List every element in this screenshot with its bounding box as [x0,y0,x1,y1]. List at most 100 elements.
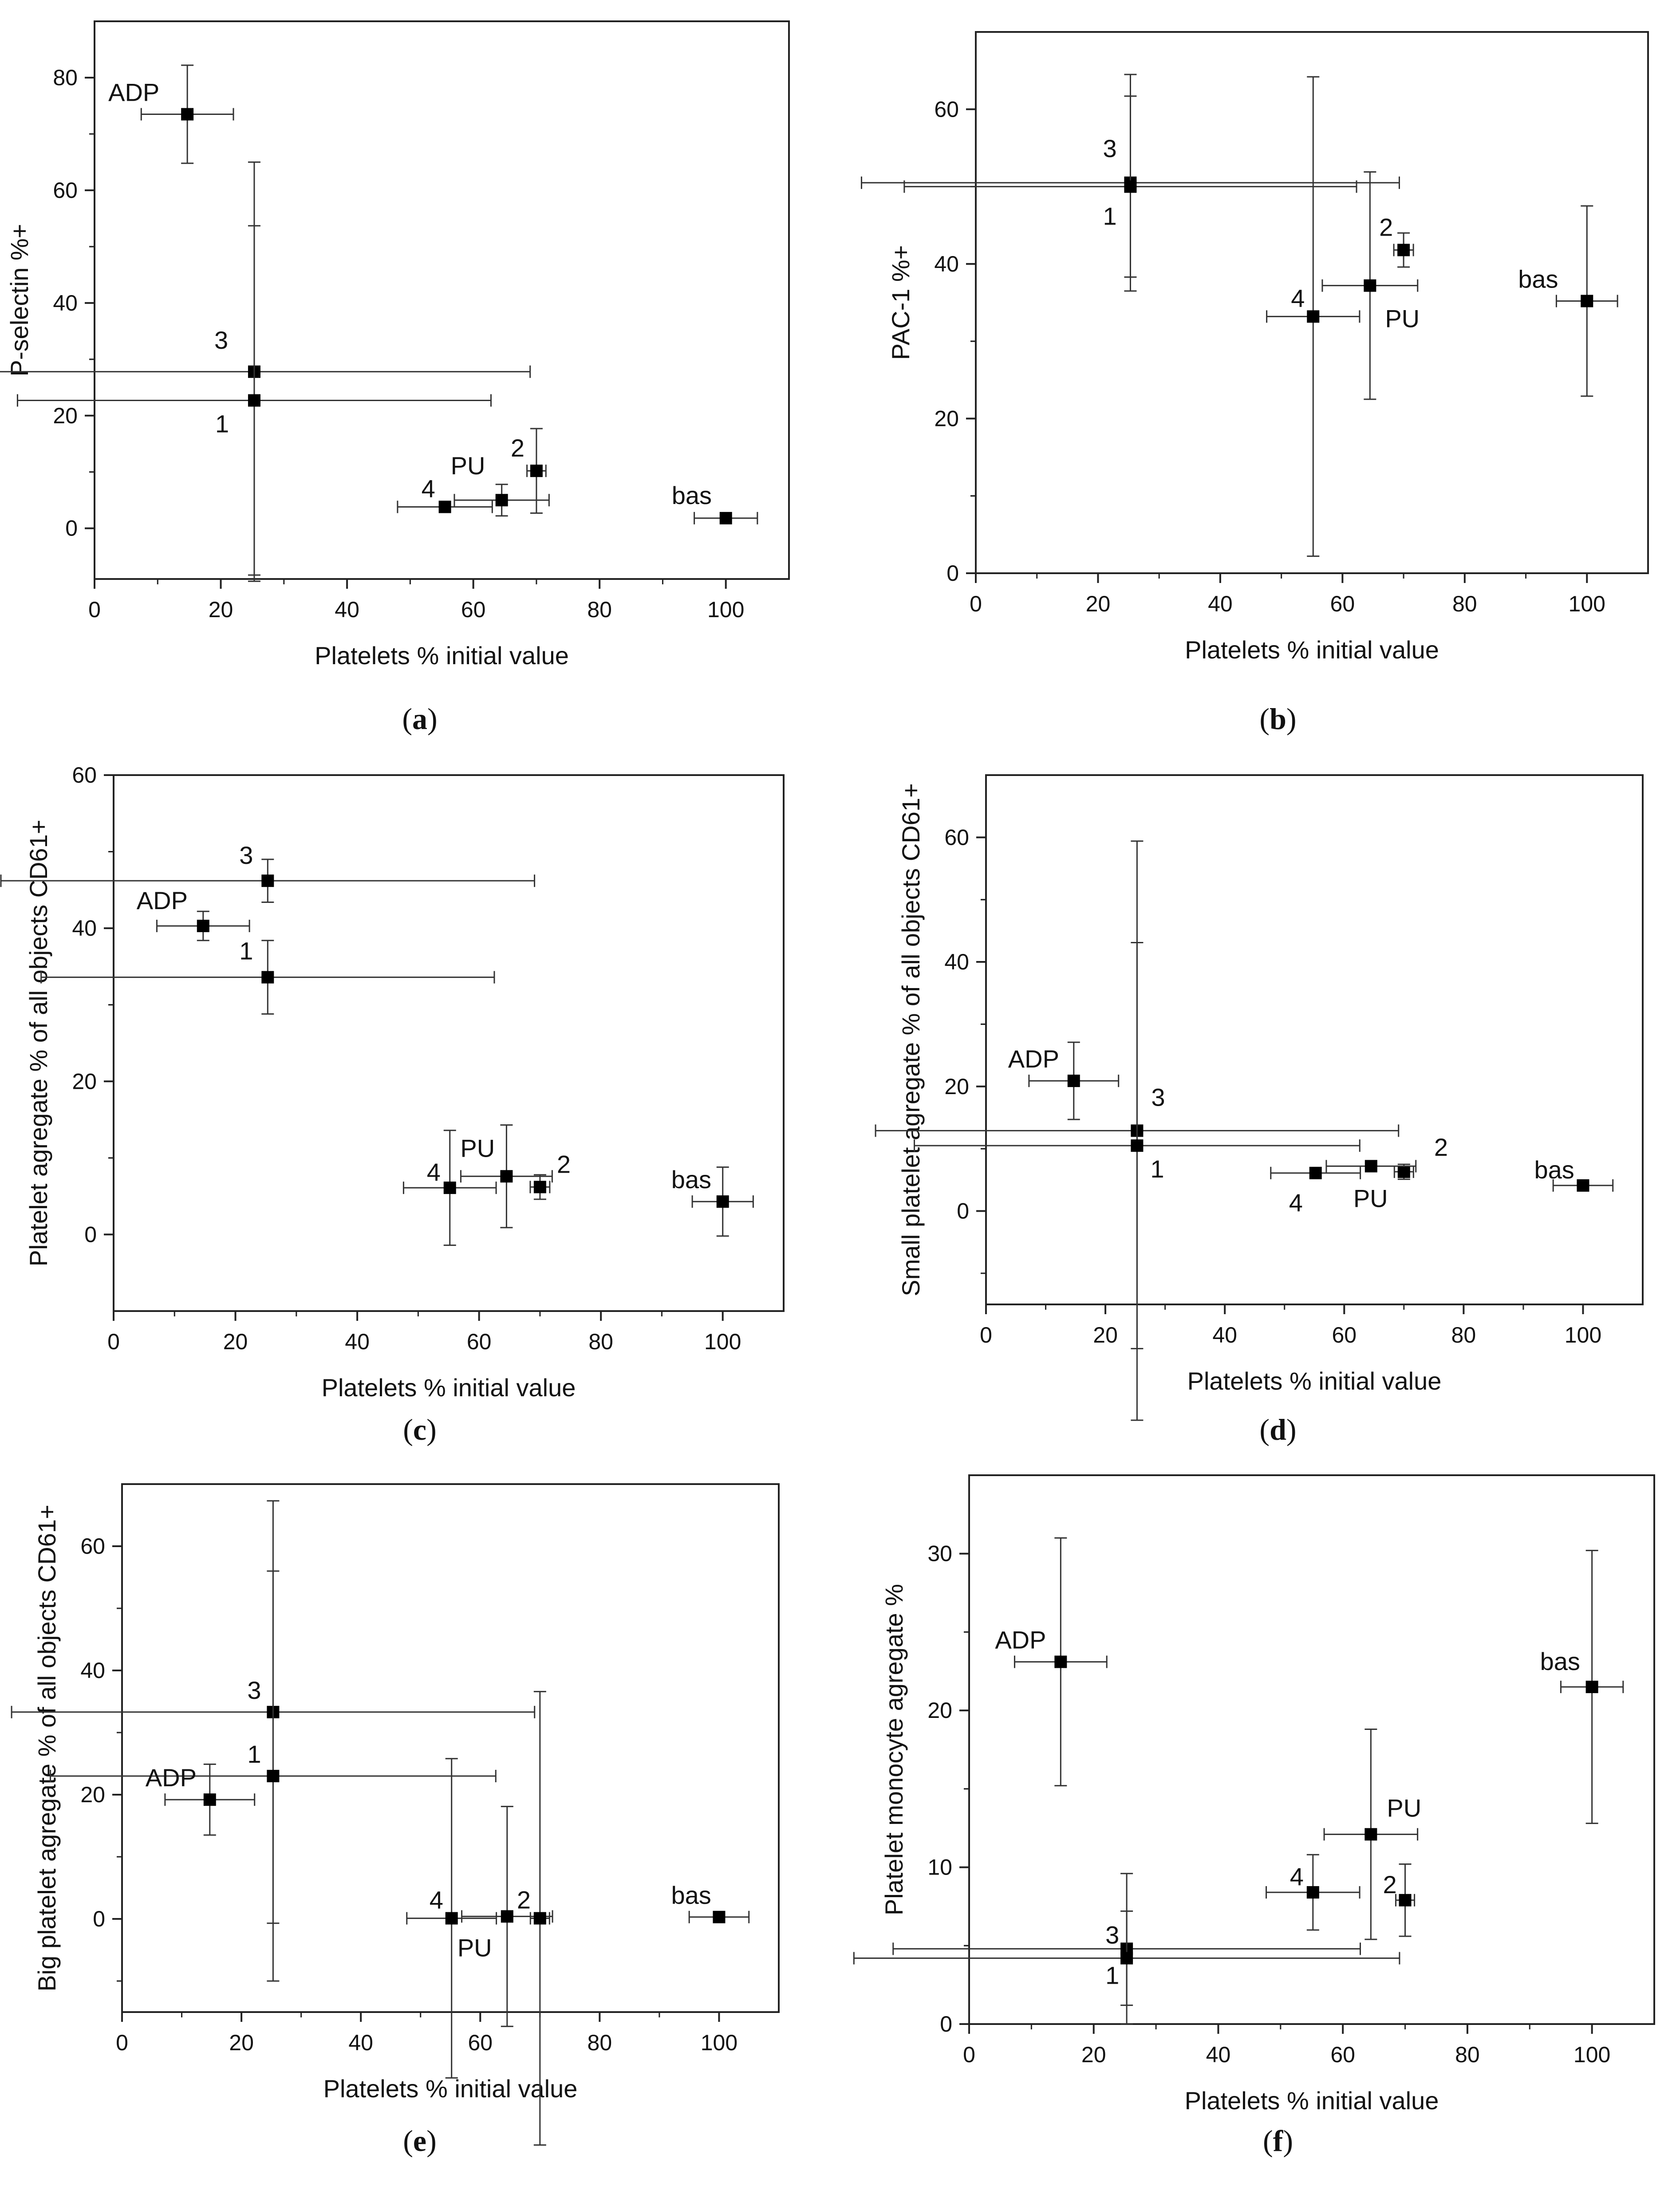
data-point-adp: ADP [137,886,250,941]
x-tick-label: 60 [1332,1323,1357,1347]
point-marker [533,1181,546,1193]
data-point-bas: bas [671,1881,750,1923]
x-tick-label: 80 [587,597,612,622]
point-label: ADP [137,886,188,914]
chart-panel-d: 0 20 40 60 80 100 0 20 40 60 Platelets % initial v… [875,774,1644,1446]
y-tick-label: 40 [944,949,969,974]
point-marker [495,494,508,507]
y-tick-label: 20 [72,1069,97,1094]
y-axis-title: PAC-1 %+ [887,245,915,360]
point-label: PU [1387,1794,1421,1822]
point-label: bas [1518,265,1558,293]
x-axis-title: Platelets % initial value [322,1374,576,1402]
point-marker [1585,1681,1598,1694]
point-marker [248,394,260,407]
x-tick-label: 100 [704,1329,741,1354]
y-tick-label: 0 [957,1198,969,1223]
plot-frame [121,1483,780,2013]
point-label: 4 [430,1886,443,1914]
chart-panel-c: 0 20 40 60 80 100 0 20 40 60 Platelets % initial v… [0,763,785,1446]
x-tick-label: 100 [1569,591,1605,616]
point-label: bas [1540,1647,1580,1675]
point-marker [1365,1160,1377,1173]
data-point-4: 4 [1266,76,1361,557]
plot-frame [985,774,1644,1305]
point-marker [713,1910,726,1923]
plot-frame [975,31,1649,574]
point-marker [1306,1886,1319,1899]
data-point-pu: PU [451,452,550,517]
data-point-bas: bas [1534,1156,1614,1192]
x-axis-title: Platelets % initial value [315,642,569,670]
y-tick-label: 60 [934,97,959,122]
chart-panel-a: 0 20 40 60 80 100 0 20 40 60 80 Platelets % initial… [0,20,790,736]
data-point-1: 1 [914,942,1361,1350]
x-tick-label: 80 [1451,1323,1476,1347]
point-label: 2 [1383,1871,1397,1898]
x-tick-label: 40 [348,2030,373,2055]
x-axis-title: Platelets % initial value [1185,2087,1439,2115]
data-point-2: 2 [529,1150,571,1200]
x-tick-label: 20 [1086,591,1111,616]
point-label: 1 [1150,1155,1164,1183]
data-point-4: 4 [397,474,493,513]
point-label: 2 [517,1886,531,1914]
data-point-1: 1 [40,937,495,1015]
panel-caption: (b) [1259,702,1296,736]
panel-caption-letter: b [1270,702,1286,736]
point-label: 3 [239,841,253,869]
point-marker [1365,1828,1377,1841]
y-tick-label: 0 [65,516,78,541]
panel-caption-letter: d [1270,1413,1286,1446]
point-marker [1307,310,1320,323]
y-tick-label: 20 [934,406,959,431]
x-tick-label: 40 [1208,591,1233,616]
point-label: 3 [247,1676,261,1704]
x-tick-label: 20 [1081,2042,1106,2067]
point-marker [1131,1139,1144,1152]
point-marker [501,1910,513,1923]
plot-frame [94,20,790,580]
x-tick-label: 60 [1330,591,1355,616]
y-tick-label: 10 [927,1855,952,1880]
point-label: ADP [108,79,159,106]
x-tick-label: 20 [1093,1323,1118,1347]
data-point-2: 2 [1393,1133,1448,1180]
data-point-adp: ADP [146,1763,256,1836]
point-marker [443,1182,456,1194]
point-marker [1364,279,1376,292]
data-point-4: 4 [1270,1166,1361,1217]
point-marker [1397,1166,1410,1178]
data-point-adp: ADP [108,64,234,164]
data-point-bas: bas [1518,205,1618,397]
point-label: 3 [214,326,228,354]
point-marker [438,500,451,513]
point-marker [533,1912,546,1925]
y-tick-label: 80 [53,65,78,90]
point-label: bas [672,481,712,509]
point-marker [716,1195,729,1208]
point-label: 1 [1105,1961,1119,1989]
plot-frame [968,1474,1655,2025]
x-tick-label: 100 [1565,1323,1601,1347]
x-tick-label: 40 [345,1329,370,1354]
panel-caption: (c) [403,1413,437,1446]
data-point-adp: ADP [1008,1041,1120,1120]
y-axis-title: Big platelet agregate % of all objects C… [33,1505,61,1991]
panel-caption: (f) [1263,2124,1293,2158]
data-point-bas: bas [671,1166,754,1237]
x-tick-label: 80 [1452,591,1477,616]
panel-caption: (d) [1259,1413,1296,1446]
data-point-pu: PU [1325,1160,1417,1212]
point-marker [261,874,274,887]
x-tick-label: 60 [468,2030,493,2055]
data-point-1: 1 [50,1570,497,1982]
point-label: 3 [1105,1921,1119,1949]
point-marker [1120,1952,1133,1965]
point-label: bas [671,1881,711,1909]
y-axis-title: Platelet monocyte agregate % [880,1584,908,1915]
point-marker [1581,295,1593,307]
y-axis-title: P-selectin %+ [5,224,33,377]
point-label: PU [1353,1184,1388,1212]
